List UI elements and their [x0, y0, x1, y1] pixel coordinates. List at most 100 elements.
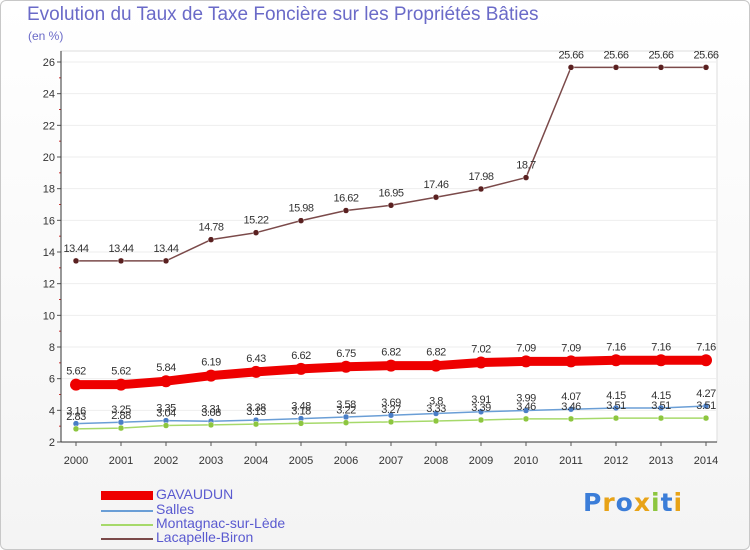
logo-letter: i: [673, 488, 684, 517]
data-point-montagnac-sur-l-de: [657, 414, 665, 422]
data-label-gavaudun: 6.62: [291, 350, 311, 362]
data-point-montagnac-sur-l-de: [297, 420, 305, 427]
proxiti-logo: Proxiti: [583, 488, 683, 517]
logo-letter: t: [660, 488, 674, 517]
data-label-montagnac-sur-l-de: 3.39: [471, 402, 491, 414]
y-tick-label: 12: [43, 279, 55, 291]
data-point-lacapelle-biron: [387, 202, 395, 209]
data-point-montagnac-sur-l-de: [477, 416, 485, 424]
data-label-lacapelle-biron: 25.66: [648, 49, 673, 61]
data-label-lacapelle-biron: 16.95: [378, 187, 403, 199]
data-point-gavaudun: [565, 355, 577, 368]
y-tick-label: 16: [43, 215, 55, 227]
data-label-salles: 3.69: [381, 397, 401, 409]
y-tick-label: 10: [43, 310, 55, 322]
data-point-salles: [432, 410, 440, 417]
legend-label-lacapelle: Lacapelle-Biron: [156, 529, 254, 545]
data-point-gavaudun: [70, 378, 82, 391]
legend-label-montagnac: Montagnac-sur-Lède: [156, 515, 286, 531]
data-point-gavaudun: [700, 354, 712, 367]
data-label-lacapelle-biron: 15.22: [243, 215, 268, 227]
data-label-gavaudun: 6.82: [426, 347, 446, 359]
data-point-montagnac-sur-l-de: [612, 414, 620, 422]
x-tick-label: 2004: [244, 455, 268, 467]
logo-letter: r: [602, 488, 616, 517]
data-point-lacapelle-biron: [162, 257, 170, 265]
legend-swatch-montagnac: [101, 524, 153, 526]
data-point-lacapelle-biron: [567, 64, 575, 71]
data-label-gavaudun: 7.16: [606, 341, 626, 353]
y-tick-label: 20: [43, 152, 55, 164]
data-label-salles: 3.8: [429, 396, 443, 408]
data-point-lacapelle-biron: [207, 236, 215, 243]
data-label-gavaudun: 6.43: [246, 353, 266, 365]
data-label-montagnac-sur-l-de: 3.13: [246, 406, 266, 418]
y-tick-label: 22: [43, 120, 55, 132]
y-tick-label: 8: [49, 342, 55, 354]
data-label-lacapelle-biron: 18.7: [516, 160, 536, 172]
y-tick-label: 4: [49, 405, 55, 417]
data-point-gavaudun: [520, 355, 532, 368]
x-tick-label: 2010: [514, 455, 538, 467]
chart-title: Evolution du Taux de Taxe Foncière sur l…: [27, 4, 539, 25]
data-label-gavaudun: 5.84: [156, 362, 176, 374]
data-label-montagnac-sur-l-de: 3.51: [696, 400, 716, 412]
data-label-salles: 3.91: [471, 394, 491, 406]
data-point-gavaudun: [385, 359, 397, 372]
data-label-gavaudun: 7.16: [696, 341, 716, 353]
data-label-lacapelle-biron: 16.62: [333, 193, 358, 205]
data-point-gavaudun: [160, 375, 172, 388]
data-point-montagnac-sur-l-de: [207, 421, 215, 429]
y-axis-unit-label: (en %): [28, 29, 64, 43]
data-point-montagnac-sur-l-de: [567, 415, 575, 423]
data-label-montagnac-sur-l-de: 2.88: [111, 410, 131, 422]
data-point-salles: [612, 404, 620, 412]
data-point-lacapelle-biron: [297, 217, 305, 224]
data-point-gavaudun: [475, 356, 487, 369]
x-tick-label: 2013: [649, 455, 673, 467]
y-tick-label: 24: [43, 89, 55, 101]
data-point-montagnac-sur-l-de: [162, 422, 170, 429]
x-tick-label: 2012: [604, 455, 628, 467]
data-label-salles: 3.35: [156, 403, 176, 415]
data-point-lacapelle-biron: [342, 207, 350, 214]
x-tick-label: 2011: [559, 455, 583, 467]
data-label-montagnac-sur-l-de: 3.08: [201, 407, 221, 419]
data-label-montagnac-sur-l-de: 3.33: [426, 403, 446, 415]
legend-swatch-gavaudun: [101, 491, 153, 500]
data-point-montagnac-sur-l-de: [702, 414, 710, 422]
legend-label-salles: Salles: [156, 501, 195, 517]
data-label-montagnac-sur-l-de: 3.51: [606, 400, 626, 412]
y-tick-label: 18: [43, 184, 55, 196]
data-label-gavaudun: 5.62: [111, 366, 131, 378]
data-label-gavaudun: 7.09: [516, 342, 536, 354]
data-label-lacapelle-biron: 13.44: [153, 243, 178, 255]
logo-letter: i: [651, 488, 661, 517]
legend-label-gavaudun: GAVAUDUN: [156, 486, 234, 502]
x-tick-label: 2007: [379, 455, 403, 467]
data-point-salles: [387, 411, 395, 419]
data-point-gavaudun: [205, 369, 217, 382]
data-point-salles: [522, 407, 530, 414]
x-tick-label: 2003: [199, 455, 223, 467]
data-label-lacapelle-biron: 13.44: [63, 243, 88, 255]
data-label-montagnac-sur-l-de: 3.18: [291, 405, 311, 417]
data-label-montagnac-sur-l-de: 3.04: [156, 408, 176, 420]
data-label-montagnac-sur-l-de: 3.27: [381, 404, 401, 416]
data-label-salles: 4.15: [651, 390, 671, 402]
data-label-salles: 3.58: [336, 399, 356, 411]
data-point-lacapelle-biron: [72, 257, 80, 265]
data-label-gavaudun: 6.75: [336, 348, 356, 360]
data-label-montagnac-sur-l-de: 2.83: [66, 411, 86, 423]
y-tick-label: 6: [49, 374, 55, 386]
x-tick-label: 2000: [64, 455, 88, 467]
data-label-gavaudun: 6.82: [381, 347, 401, 359]
data-point-lacapelle-biron: [522, 174, 530, 181]
data-point-lacapelle-biron: [702, 64, 710, 71]
data-label-salles: 4.15: [606, 390, 626, 402]
data-label-montagnac-sur-l-de: 3.46: [516, 401, 536, 413]
data-point-salles: [657, 404, 665, 412]
data-point-lacapelle-biron: [117, 257, 125, 265]
